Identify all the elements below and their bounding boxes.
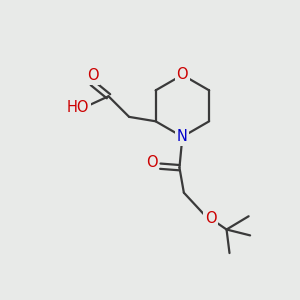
Text: O: O <box>205 211 217 226</box>
Text: O: O <box>177 68 188 82</box>
Text: O: O <box>146 155 157 170</box>
Text: N: N <box>177 129 188 144</box>
Text: O: O <box>87 68 99 83</box>
Text: HO: HO <box>67 100 89 115</box>
